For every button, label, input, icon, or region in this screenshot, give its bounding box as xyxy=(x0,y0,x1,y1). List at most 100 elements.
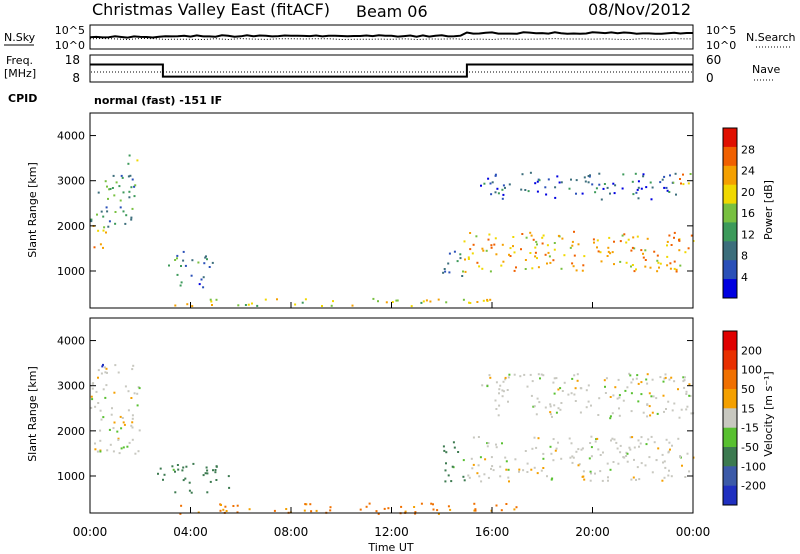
power-colorbar: 28 24 20 16 12 8 4 xyxy=(722,127,755,299)
velocity-cell xyxy=(486,385,489,388)
power-cell xyxy=(186,303,189,306)
power-cell xyxy=(501,188,504,191)
power-cell xyxy=(520,248,522,251)
power-cell xyxy=(459,257,462,260)
velocity-cell xyxy=(477,464,480,467)
velocity-cell xyxy=(636,466,639,469)
velocity-cell xyxy=(120,447,123,450)
velocity-cell xyxy=(112,450,115,453)
power-cell xyxy=(589,174,591,177)
power-cell xyxy=(541,242,544,245)
velocity-cell xyxy=(90,406,93,409)
velocity-cell xyxy=(618,407,620,410)
power-cell xyxy=(524,259,527,261)
velocity-colorbar-tick: -50 xyxy=(741,441,759,454)
power-cell xyxy=(122,191,125,194)
power-cell xyxy=(592,238,595,241)
power-cell xyxy=(657,261,660,264)
velocity-cell xyxy=(220,504,222,506)
velocity-cell xyxy=(128,441,131,444)
power-cell xyxy=(396,299,399,302)
power-cell xyxy=(633,247,636,250)
nsky-label: N.Sky xyxy=(4,31,36,44)
velocity-cell xyxy=(579,387,582,390)
velocity-cell xyxy=(432,508,435,511)
power-cell xyxy=(613,240,615,243)
power-cell xyxy=(575,179,578,182)
power-cell xyxy=(536,257,538,260)
velocity-cell xyxy=(550,478,553,481)
velocity-cell xyxy=(664,373,667,376)
velocity-cell xyxy=(214,469,217,471)
power-cell xyxy=(536,180,539,183)
power-cell xyxy=(675,193,677,196)
velocity-cell xyxy=(99,429,102,432)
velocity-colorbar-label: Velocity [m s⁻¹] xyxy=(762,371,775,456)
power-cell xyxy=(571,244,574,247)
velocity-cell xyxy=(163,473,166,476)
power-cell xyxy=(130,186,133,189)
velocity-cell xyxy=(664,466,667,469)
power-cell xyxy=(680,182,682,185)
velocity-cell xyxy=(529,373,532,376)
velocity-cell xyxy=(630,410,633,413)
velocity-cell xyxy=(495,443,497,446)
velocity-colorbar-cell xyxy=(723,427,737,448)
x-axis-label: Time UT xyxy=(367,541,413,554)
velocity-cell xyxy=(182,466,185,469)
velocity-cell xyxy=(131,438,134,441)
velocity-cell xyxy=(377,512,380,515)
power-cell xyxy=(501,197,504,200)
velocity-cell xyxy=(162,478,164,481)
velocity-cell xyxy=(577,448,580,451)
velocity-cell xyxy=(637,382,640,385)
power-cell xyxy=(630,265,632,268)
power-colorbar-tick: 4 xyxy=(741,271,748,284)
velocity-cell xyxy=(188,489,191,492)
velocity-cell xyxy=(549,405,552,408)
freq-tick-bottom: 8 xyxy=(72,71,80,85)
power-cell xyxy=(264,298,267,301)
power-cell xyxy=(583,176,586,179)
velocity-cell xyxy=(102,416,105,419)
velocity-colorbar-cell xyxy=(723,447,737,467)
velocity-cell xyxy=(539,377,541,380)
velocity-cell xyxy=(684,476,687,478)
power-cell xyxy=(582,264,585,267)
power-cell xyxy=(119,199,122,202)
velocity-cell xyxy=(102,388,105,391)
velocity-cell xyxy=(574,400,577,402)
velocity-cell xyxy=(542,452,545,455)
velocity-cell xyxy=(97,369,100,372)
power-cell xyxy=(97,191,100,194)
velocity-cell xyxy=(616,447,619,450)
velocity-cell xyxy=(630,392,633,395)
velocity-cells xyxy=(90,363,695,515)
velocity-y-tick-label: 1000 xyxy=(57,470,85,483)
velocity-cell xyxy=(646,373,649,376)
velocity-cell xyxy=(650,435,653,438)
power-cell xyxy=(597,250,600,253)
velocity-colorbar-cell xyxy=(723,350,737,370)
power-cell xyxy=(197,261,200,264)
velocity-colorbar-tick: -100 xyxy=(741,460,766,473)
power-cell xyxy=(482,249,485,252)
velocity-cell xyxy=(685,390,688,393)
power-y-tick-label: 1000 xyxy=(57,265,85,278)
power-colorbar-cell xyxy=(723,279,737,299)
power-cell xyxy=(651,186,654,189)
velocity-cell xyxy=(480,480,483,483)
velocity-cell xyxy=(452,441,455,444)
velocity-cell xyxy=(499,384,502,387)
velocity-cell xyxy=(625,455,628,457)
velocity-cell xyxy=(97,402,100,404)
velocity-cell xyxy=(661,479,664,482)
velocity-cell xyxy=(646,382,649,385)
power-cell xyxy=(496,187,499,190)
velocity-cell xyxy=(646,403,649,406)
power-cell xyxy=(587,181,590,184)
power-cell xyxy=(200,278,203,281)
nsearch-label: N.Search xyxy=(746,31,796,44)
power-cell xyxy=(534,182,537,185)
velocity-cell xyxy=(400,505,403,508)
